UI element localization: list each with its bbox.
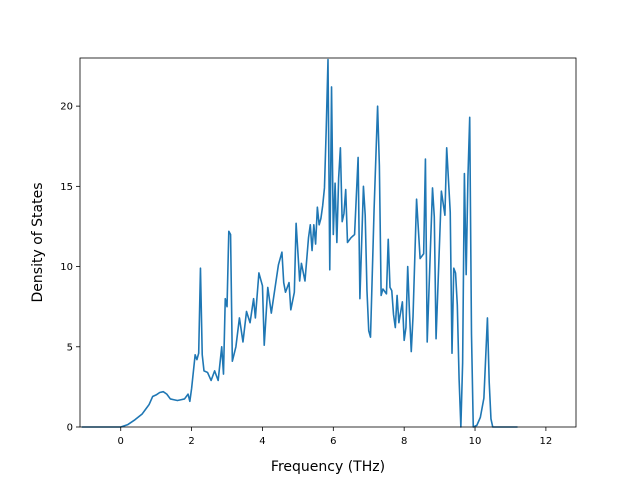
- x-tick-label: 0: [118, 436, 124, 447]
- x-tick-label: 6: [330, 436, 336, 447]
- x-tick-label: 8: [401, 436, 407, 447]
- x-tick-label: 2: [188, 436, 194, 447]
- x-tick-label: 4: [259, 436, 265, 447]
- x-tick-label: 12: [540, 436, 553, 447]
- y-tick-label: 0: [67, 423, 73, 434]
- y-tick-label: 20: [60, 102, 73, 113]
- y-axis-label: Density of States: [30, 183, 46, 303]
- plot-data-layer: [81, 58, 518, 428]
- plot-frame: [79, 57, 577, 428]
- y-tick-label: 15: [60, 182, 73, 193]
- x-tick-label: 10: [469, 436, 482, 447]
- y-tick-label: 5: [67, 342, 73, 353]
- x-axis-label: Frequency (THz): [271, 459, 385, 475]
- x-ticks: 0 2 4 6 8 10 12: [118, 427, 553, 447]
- series-line-0: [81, 58, 518, 428]
- y-ticks: 0 5 10 15 20: [60, 102, 80, 434]
- y-tick-label: 10: [60, 262, 73, 273]
